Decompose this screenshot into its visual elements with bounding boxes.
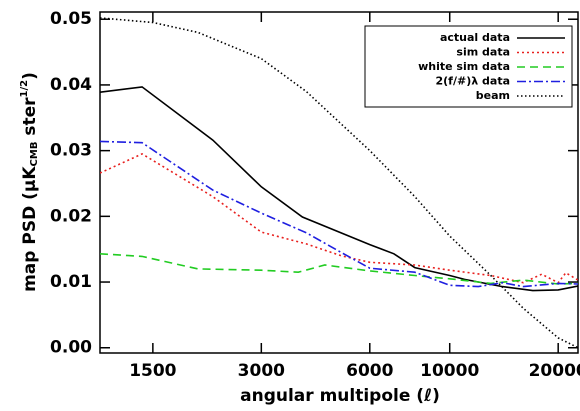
- y-label-part: ster: [20, 97, 40, 142]
- legend-label: actual data: [440, 31, 510, 44]
- y-tick-label: 0.01: [50, 272, 92, 292]
- y-label-sub: CMB: [29, 142, 40, 167]
- series-line: [100, 86, 578, 292]
- y-tick-label: 0.02: [50, 206, 92, 226]
- y-label-part: map PSD (μK: [20, 166, 40, 292]
- x-tick-label: 6000: [346, 361, 393, 381]
- x-tick-label: 1500: [129, 361, 176, 381]
- series-line: [100, 253, 578, 285]
- legend-label: beam: [476, 89, 510, 102]
- y-tick-label: 0.05: [50, 9, 92, 29]
- y-tick-label: 0.03: [50, 141, 92, 161]
- y-tick-label: 0.00: [50, 338, 92, 358]
- y-label-part: ): [20, 72, 40, 80]
- x-tick-label: 10000: [420, 361, 479, 381]
- y-tick-label: 0.04: [50, 75, 92, 95]
- x-tick-label: 3000: [238, 361, 285, 381]
- y-label-sup: 1/2: [19, 80, 30, 98]
- plot-frame: [99, 11, 579, 354]
- series-line: [100, 140, 578, 288]
- x-axis-label: angular multipole (ℓ): [240, 386, 440, 406]
- legend-label: 2(f/#)λ data: [436, 75, 511, 88]
- series-line: [100, 152, 578, 284]
- legend-label: white sim data: [418, 60, 510, 73]
- y-axis-label: map PSD (μKCMB ster1/2): [19, 72, 40, 292]
- legend-label: sim data: [456, 46, 510, 59]
